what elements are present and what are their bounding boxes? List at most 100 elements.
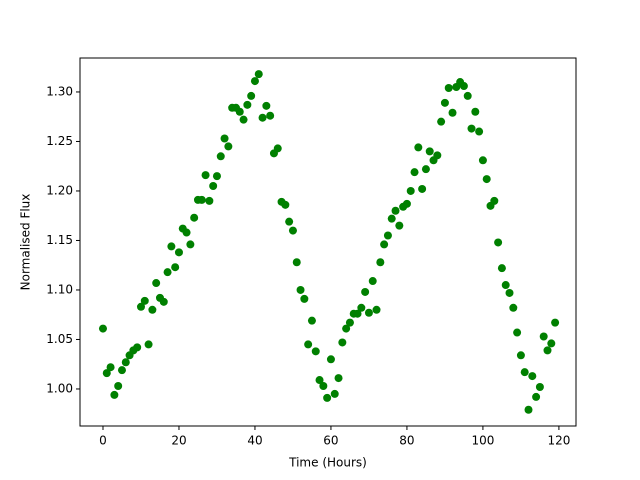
point: [459, 82, 468, 91]
point: [288, 226, 297, 235]
point: [433, 151, 442, 160]
y-axis-label: Normalised Flux: [19, 194, 33, 291]
y-tick-label: 1.20: [46, 183, 73, 197]
point: [551, 318, 560, 327]
x-tick-label: 100: [471, 434, 494, 448]
point: [376, 258, 385, 267]
point: [524, 405, 533, 414]
point: [440, 98, 449, 107]
y-tick-label: 1.05: [46, 332, 73, 346]
point: [235, 107, 244, 116]
point: [300, 294, 309, 303]
x-tick-label: 20: [171, 434, 186, 448]
point: [513, 328, 522, 337]
point: [281, 200, 290, 209]
point: [307, 316, 316, 325]
point: [361, 287, 370, 296]
point: [133, 343, 142, 352]
point: [353, 309, 362, 318]
point: [471, 107, 480, 116]
point: [319, 382, 328, 391]
point: [338, 338, 347, 347]
point: [201, 171, 210, 180]
point: [414, 143, 423, 152]
point: [535, 382, 544, 391]
point: [372, 305, 381, 314]
point: [159, 297, 168, 306]
point: [528, 372, 537, 381]
point: [543, 346, 552, 355]
point: [285, 217, 294, 226]
point: [494, 238, 503, 247]
point: [444, 83, 453, 92]
point: [437, 117, 446, 126]
point: [117, 366, 126, 375]
point: [243, 100, 252, 109]
point: [387, 214, 396, 223]
point: [114, 382, 123, 391]
x-tick-label: 0: [99, 434, 107, 448]
point: [520, 368, 529, 377]
point: [209, 182, 218, 191]
y-tick-label: 1.25: [46, 134, 73, 148]
point: [266, 111, 275, 120]
point: [547, 339, 556, 348]
point: [406, 186, 415, 195]
point: [345, 318, 354, 327]
point: [212, 172, 221, 181]
point: [490, 196, 499, 205]
point: [463, 91, 472, 100]
point: [418, 184, 427, 193]
point: [326, 355, 335, 364]
point: [410, 168, 419, 177]
x-axis-label: Time (Hours): [288, 456, 367, 470]
point: [197, 195, 206, 204]
point: [383, 231, 392, 240]
point: [482, 175, 491, 184]
point: [106, 363, 115, 372]
point: [315, 376, 324, 385]
point: [102, 369, 111, 378]
point: [501, 281, 510, 290]
point: [311, 347, 320, 356]
point: [182, 228, 191, 237]
point: [224, 142, 233, 151]
point: [475, 127, 484, 136]
point: [391, 206, 400, 215]
point: [163, 268, 172, 277]
point: [110, 390, 119, 399]
point: [247, 91, 256, 100]
x-tick-label: 120: [547, 434, 570, 448]
point: [509, 303, 518, 312]
point: [250, 77, 259, 86]
point: [532, 392, 541, 401]
point: [368, 277, 377, 286]
point: [273, 144, 282, 153]
point: [216, 152, 225, 161]
y-tick-label: 1.10: [46, 282, 73, 296]
point: [380, 240, 389, 249]
point: [220, 134, 229, 143]
point: [364, 308, 373, 317]
point: [402, 199, 411, 208]
point: [395, 221, 404, 230]
point: [205, 196, 214, 205]
y-tick-label: 1.30: [46, 84, 73, 98]
point: [174, 248, 183, 257]
point: [296, 285, 305, 294]
point: [258, 113, 267, 122]
point: [448, 108, 457, 117]
point: [478, 156, 487, 165]
x-tick-label: 80: [399, 434, 414, 448]
point: [330, 389, 339, 398]
x-tick-label: 60: [323, 434, 338, 448]
point: [171, 263, 180, 272]
point: [98, 324, 107, 333]
point: [334, 374, 343, 383]
point: [254, 70, 263, 79]
point: [421, 165, 430, 174]
point: [144, 340, 153, 349]
point: [467, 124, 476, 133]
point: [121, 358, 130, 367]
point: [292, 258, 301, 267]
